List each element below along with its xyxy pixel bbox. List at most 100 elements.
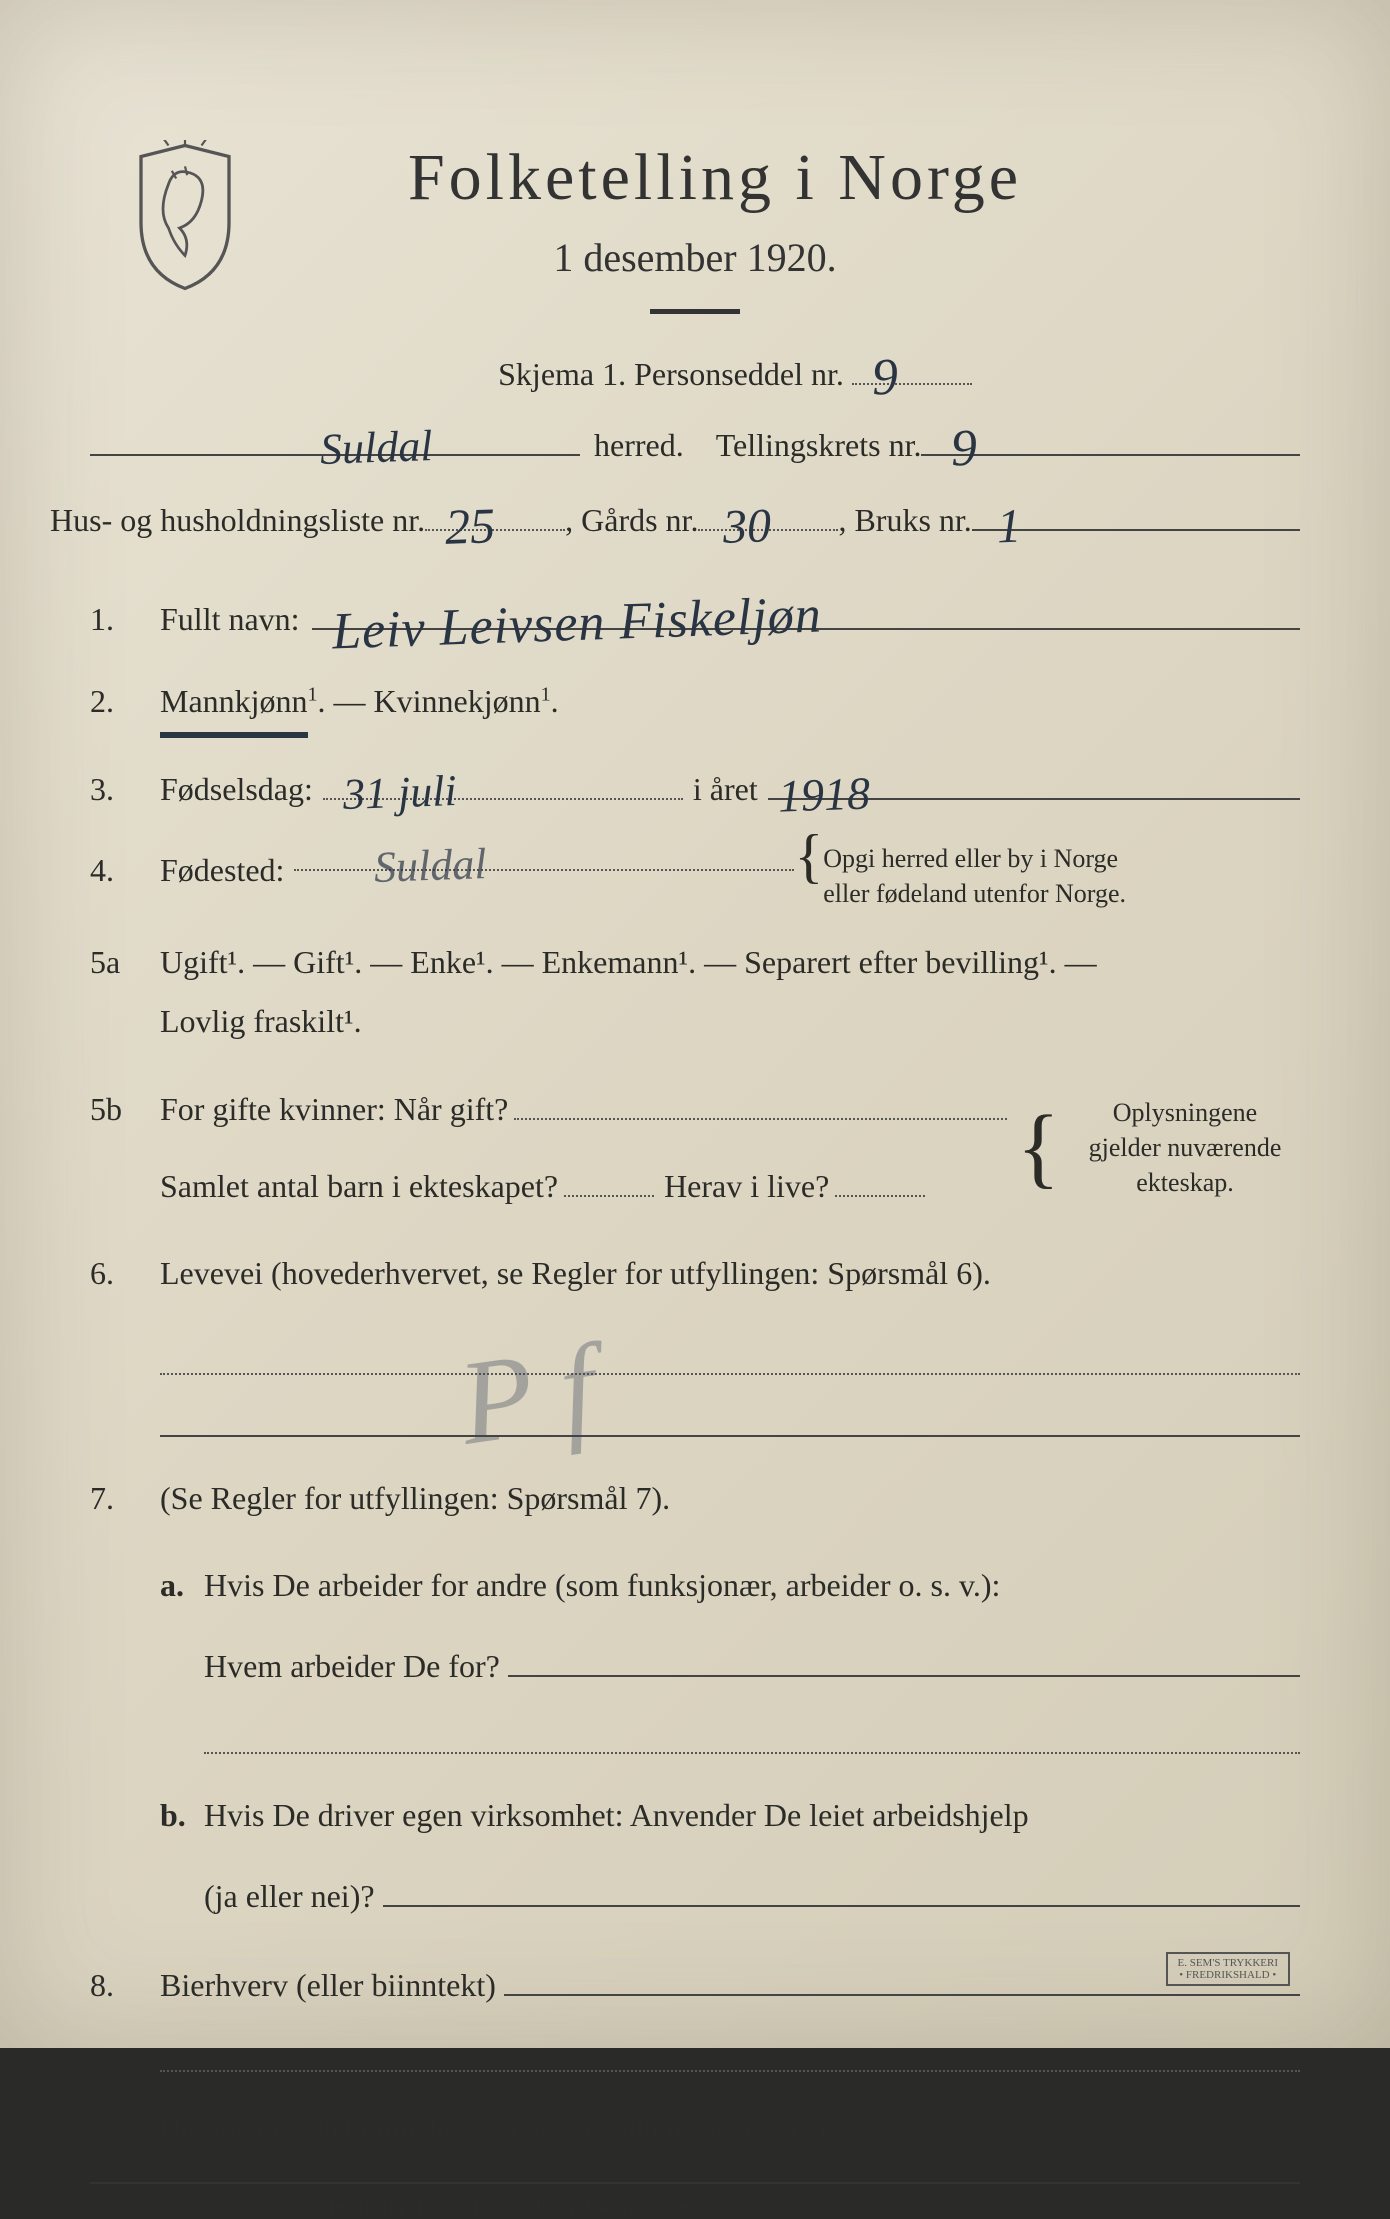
census-form-page: Folketelling i Norge 1 desember 1920. Sk… xyxy=(0,0,1390,2048)
q6-rule2 xyxy=(160,1435,1300,1437)
q4-value: Suldal xyxy=(373,823,488,908)
q5a-text2: Lovlig fraskilt¹. xyxy=(160,1003,362,1039)
q5b-gift-field xyxy=(514,1090,1006,1120)
q7a-l2: Hvem arbeider De for? xyxy=(204,1637,500,1696)
q7-num: 7. xyxy=(90,1480,160,1517)
skjema-label: Skjema 1. Personseddel nr. xyxy=(498,356,844,392)
bruks-label: , Bruks nr. xyxy=(838,490,971,551)
q5b-note-l1: Oplysningene xyxy=(1113,1098,1257,1127)
gards-field: 30 xyxy=(698,501,838,531)
footnote-bold: tydelig understrekning av de ord som pas… xyxy=(283,2193,703,2218)
q3-year-field: 1918 xyxy=(768,770,1300,800)
q8-num: 8. xyxy=(90,1967,160,2004)
q5b-note-l3: ekteskap. xyxy=(1136,1168,1233,1197)
q2-sup1: 1 xyxy=(308,683,318,705)
personseddel-nr-value: 9 xyxy=(870,329,899,429)
q5a-text: Ugift¹. — Gift¹. — Enke¹. — Enkemann¹. —… xyxy=(160,944,1097,980)
q4-note-l2: eller fødeland utenfor Norge. xyxy=(823,879,1126,908)
herred-value: Suldal xyxy=(319,404,434,491)
tellingskrets-value: 9 xyxy=(950,399,979,499)
q4-note-l1: Opgi herred eller by i Norge xyxy=(823,844,1118,873)
footnote: 1 Her kan svares ved tydelig understrekn… xyxy=(90,2192,1300,2219)
q7a-field xyxy=(508,1647,1300,1677)
personseddel-nr-field: 9 xyxy=(852,355,972,385)
q3-year-value: 1918 xyxy=(776,750,871,838)
document-title: Folketelling i Norge xyxy=(130,140,1300,216)
q3-day-field: 31 juli xyxy=(323,770,683,800)
skjema-line: Skjema 1. Personseddel nr. 9 xyxy=(170,344,1300,405)
q2-mann: Mannkjønn xyxy=(160,672,308,738)
husliste-field: 25 xyxy=(425,501,565,531)
q5b-l2a: Samlet antal barn i ekteskapet? xyxy=(160,1157,558,1216)
q3-day-value: 31 juli xyxy=(342,750,458,835)
husliste-label: Hus- og husholdningsliste nr. xyxy=(50,490,425,551)
q6-row: 6. Levevei (hovederhvervet, se Regler fo… xyxy=(90,1244,1300,1437)
q7b-field xyxy=(383,1877,1300,1907)
q2-kvinne: Kvinnekjønn xyxy=(374,683,541,719)
q7b-label: b. xyxy=(160,1786,204,1926)
tellingskrets-label: Tellingskrets nr. xyxy=(716,415,922,476)
q2-sep: — xyxy=(334,683,374,719)
q1-value: Leiv Leivsen Fiskeljøn xyxy=(330,568,823,681)
q3-label: Fødselsdag: xyxy=(160,760,313,819)
herred-label: herred. xyxy=(594,415,684,476)
q7a-label: a. xyxy=(160,1556,204,1753)
q5b-brace: { xyxy=(1017,1125,1060,1170)
q8-label: Bierhverv (eller biinntekt) xyxy=(160,1956,496,2015)
document-subtitle: 1 desember 1920. xyxy=(90,234,1300,281)
q5b-l2b: Herav i live? xyxy=(664,1157,829,1216)
q5a-num: 5a xyxy=(90,944,160,981)
gards-label: , Gårds nr. xyxy=(565,490,698,551)
q4-row: 4. Fødested: Suldal { Opgi herred eller … xyxy=(90,841,1300,911)
q4-field: Suldal xyxy=(294,841,794,871)
q4-label: Fødested: xyxy=(160,841,284,900)
q5b-note-l2: gjelder nuværende xyxy=(1089,1133,1282,1162)
printer-mark: E. SEM'S TRYKKERI • FREDRIKSHALD • xyxy=(1166,1952,1291,1986)
q2-num: 2. xyxy=(90,683,160,720)
q5b-live-field xyxy=(835,1167,925,1197)
footnote-rule: 1 Her kan svares ved tydelig understrekn… xyxy=(90,2182,1300,2219)
q1-field: Leiv Leivsen Fiskeljøn xyxy=(312,600,1300,630)
q2-sup2: 1 xyxy=(541,683,551,705)
q7b-l1: Hvis De driver egen virksomhet: Anvender… xyxy=(204,1797,1029,1833)
q3-row: 3. Fødselsdag: 31 juli i året 1918 xyxy=(90,760,1300,819)
q5b-note: Oplysningene gjelder nuværende ekteskap. xyxy=(1070,1095,1300,1200)
q5b-num: 5b xyxy=(90,1091,160,1128)
q5b-l1a: For gifte kvinner: Når gift? xyxy=(160,1080,508,1139)
q2-row: 2. Mannkjønn1. — Kvinnekjønn1. xyxy=(90,672,1300,738)
footnote-text-prefix: Her kan svares ved xyxy=(109,2193,283,2218)
crest-svg xyxy=(130,140,240,294)
bruks-value: 1 xyxy=(995,480,1022,572)
q3-num: 3. xyxy=(90,771,160,808)
q7b-l2: (ja eller nei)? xyxy=(204,1867,375,1926)
q8-row: 8. Bierhverv (eller biinntekt) Har man i… xyxy=(90,1956,1300,2156)
q7-row: 7. (Se Regler for utfyllingen: Spørsmål … xyxy=(90,1469,1300,1926)
q7a-l1: Hvis De arbeider for andre (som funksjon… xyxy=(204,1567,1000,1603)
q4-note: Opgi herred eller by i Norge eller fødel… xyxy=(823,841,1173,911)
q1-label: Fullt navn: xyxy=(160,590,300,649)
bruks-field: 1 xyxy=(972,501,1300,531)
q4-brace: { xyxy=(794,841,823,871)
printer-l2: • FREDRIKSHALD • xyxy=(1179,1969,1276,1981)
q6-num: 6. xyxy=(90,1255,160,1292)
husliste-line: Hus- og husholdningsliste nr. 25 , Gårds… xyxy=(50,490,1300,551)
q3-year-label: i året xyxy=(693,760,758,819)
husliste-value: 25 xyxy=(443,478,496,575)
printer-l1: E. SEM'S TRYKKERI xyxy=(1178,1957,1279,1969)
gards-value: 30 xyxy=(722,480,773,573)
q5b-row: 5b For gifte kvinner: Når gift? Samlet a… xyxy=(90,1080,1300,1216)
herred-field: Suldal xyxy=(90,426,580,456)
q5b-barn-field xyxy=(564,1167,654,1197)
q8-note: Har man ingen biinntekt av nogen betydni… xyxy=(160,2100,1300,2156)
q5a-row: 5a Ugift¹. — Gift¹. — Enke¹. — Enkemann¹… xyxy=(90,933,1300,1051)
q1-row: 1. Fullt navn: Leiv Leivsen Fiskeljøn xyxy=(90,590,1300,649)
q7a-rule xyxy=(204,1752,1300,1754)
coat-of-arms xyxy=(130,140,240,290)
q1-num: 1. xyxy=(90,601,160,638)
footnote-num: 1 xyxy=(90,2192,98,2209)
q4-num: 4. xyxy=(90,852,160,889)
q8-rule xyxy=(160,2070,1300,2072)
q6-rule1 xyxy=(160,1373,1300,1375)
tellingskrets-field: 9 xyxy=(921,426,1300,456)
herred-line: Suldal herred. Tellingskrets nr. 9 xyxy=(90,415,1300,476)
